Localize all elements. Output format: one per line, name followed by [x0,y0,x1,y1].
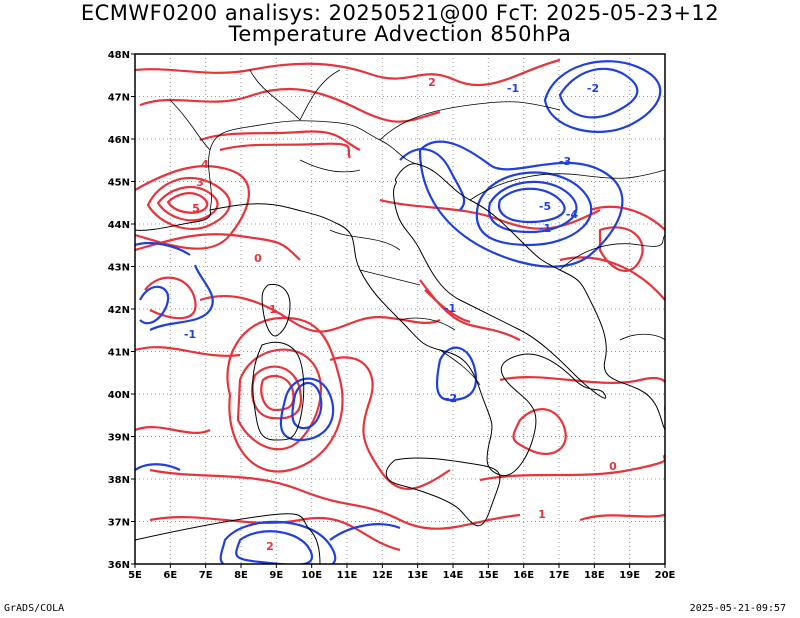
contour-label: 1 [538,508,546,521]
contour-label: -3 [559,155,571,168]
lat-tick-label: 39N [108,433,130,444]
contour-labels: 2 -2 -1 -3 -5 -4 -1 4 5 3 0 1 -1 -1 -2 2 0 1 [184,76,617,553]
lat-tick-label: 48N [108,50,130,61]
lon-tick-label: 5E [128,570,142,581]
lon-tick-label: 12E [372,570,393,581]
lon-tick-label: 18E [584,570,605,581]
contour-label: 0 [609,460,617,473]
lon-tick-label: 6E [163,570,177,581]
lat-tick-label: 38N [108,475,130,486]
contour-label: -2 [587,82,599,95]
lon-tick-label: 17E [549,570,570,581]
contour-label: 2 [428,76,436,89]
contour-label: 3 [196,176,204,189]
contour-label: -1 [539,222,551,235]
lon-tick-label: 14E [443,570,464,581]
lon-tick-label: 8E [234,570,248,581]
positive-advection-contours [135,58,665,552]
lat-tick-label: 37N [108,518,130,529]
contour-label: 4 [201,158,209,171]
latitude-axis: 36N 37N 38N 39N 40N 41N 42N 43N 44N 45N 46N 47N 48N [108,50,135,571]
lon-tick-label: 11E [337,570,358,581]
contour-label: 2 [266,540,274,553]
contour-label: -2 [445,392,457,405]
lat-tick-label: 36N [108,560,130,571]
contour-label: 5 [192,202,200,215]
contour-label: 0 [254,252,262,265]
contour-label: -1 [507,82,519,95]
lon-tick-label: 10E [301,570,322,581]
lat-tick-label: 43N [108,263,130,274]
lat-tick-label: 46N [108,135,130,146]
lat-tick-label: 45N [108,178,130,189]
lat-tick-label: 41N [108,348,130,359]
chart-title: ECMWF0200 analisys: 20250521@00 FcT: 202… [80,1,720,25]
lon-tick-label: 16E [513,570,534,581]
lat-tick-label: 47N [108,93,130,104]
lon-tick-label: 7E [199,570,213,581]
contour-label: -1 [444,302,456,315]
contour-label: -1 [184,328,196,341]
contour-label: -5 [539,200,551,213]
lat-tick-label: 40N [108,390,130,401]
contour-label: 1 [269,303,277,316]
chart-subtitle: Temperature Advection 850hPa [228,22,572,46]
lat-tick-label: 44N [108,220,130,231]
country-borders [169,69,665,386]
lon-tick-label: 15E [478,570,499,581]
negative-advection-contours [135,60,662,564]
lon-tick-label: 20E [655,570,676,581]
longitude-axis: 5E 6E 7E 8E 9E 10E 11E 12E 13E 14E 15E 16E 17E 18E 19E… [128,564,676,581]
map-graticule [135,54,665,564]
footer-software-label: GrADS/COLA [4,603,65,614]
lat-tick-label: 42N [108,305,130,316]
lon-tick-label: 13E [407,570,428,581]
lon-tick-label: 9E [269,570,283,581]
contour-label: -4 [566,208,579,221]
lon-tick-label: 19E [619,570,640,581]
footer-timestamp: 2025-05-21-09:57 [689,603,786,614]
